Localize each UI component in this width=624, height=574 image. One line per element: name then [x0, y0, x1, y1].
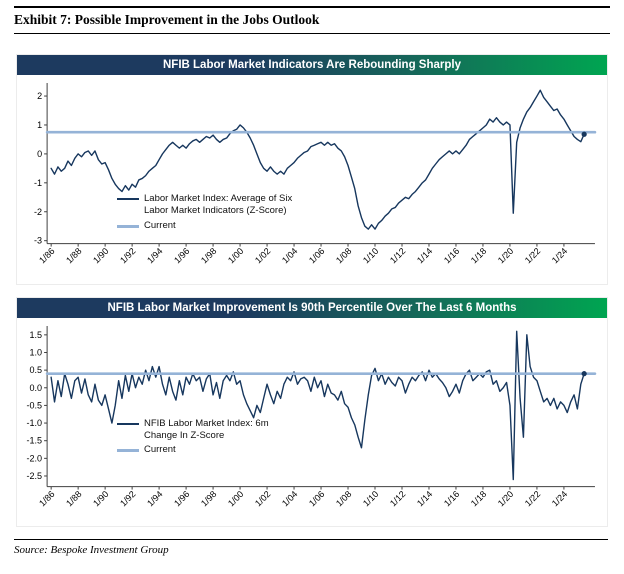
svg-text:1/90: 1/90 — [91, 489, 110, 508]
svg-text:1/96: 1/96 — [172, 489, 191, 508]
svg-text:-1.5: -1.5 — [27, 435, 43, 445]
svg-text:1/24: 1/24 — [550, 489, 569, 508]
source-note: Source: Bespoke Investment Group — [14, 539, 608, 556]
svg-text:1/16: 1/16 — [442, 246, 461, 265]
svg-text:1/94: 1/94 — [145, 489, 164, 508]
bottom-chart-title-bar: NFIB Labor Market Improvement Is 90th Pe… — [17, 297, 607, 318]
top-chart-title: NFIB Labor Market Indicators Are Rebound… — [163, 59, 461, 71]
bottom-chart: NFIB Labor Market Improvement Is 90th Pe… — [16, 296, 608, 528]
svg-text:1/02: 1/02 — [253, 246, 272, 265]
bottom-chart-plot: -2.5 -2.0 -1.5 -1.0 -0.5 0.0 0.5 1.0 1.5 1/86 1/88… — [17, 318, 607, 527]
svg-text:1/14: 1/14 — [415, 489, 434, 508]
svg-text:2: 2 — [37, 91, 42, 101]
svg-text:1/92: 1/92 — [118, 489, 137, 508]
svg-text:-3: -3 — [34, 236, 42, 246]
series-line-swatch — [117, 422, 139, 425]
legend-item-current: Current — [117, 220, 302, 232]
series-line-swatch — [117, 198, 139, 200]
svg-text:0.0: 0.0 — [30, 382, 43, 392]
bottom-chart-legend: NFIB Labor Market Index: 6m Change In Z-… — [117, 418, 302, 457]
svg-text:-1.0: -1.0 — [27, 418, 43, 428]
svg-text:1/98: 1/98 — [199, 246, 218, 265]
svg-text:0.5: 0.5 — [30, 365, 43, 375]
bottom-chart-svg: -2.5 -2.0 -1.5 -1.0 -0.5 0.0 0.5 1.0 1.5 1/86 1/88… — [27, 325, 597, 508]
svg-text:1.5: 1.5 — [30, 330, 43, 340]
series-legend-label: Labor Market Index: Average of Six Labor… — [144, 193, 293, 216]
top-chart-title-bar: NFIB Labor Market Indicators Are Rebound… — [17, 55, 607, 75]
svg-text:1/00: 1/00 — [226, 489, 245, 508]
bottom-chart-title: NFIB Labor Market Improvement Is 90th Pe… — [107, 301, 517, 314]
svg-text:1/10: 1/10 — [361, 489, 380, 508]
svg-text:1/22: 1/22 — [523, 489, 542, 508]
svg-text:1/98: 1/98 — [199, 489, 218, 508]
svg-text:1/10: 1/10 — [361, 246, 380, 265]
svg-text:1/06: 1/06 — [307, 489, 326, 508]
svg-text:1/18: 1/18 — [469, 246, 488, 265]
top-chart-legend: Labor Market Index: Average of Six Labor… — [117, 193, 302, 232]
svg-text:1/86: 1/86 — [37, 489, 56, 508]
svg-text:1/02: 1/02 — [253, 489, 272, 508]
svg-text:-2: -2 — [34, 207, 42, 217]
svg-text:1/88: 1/88 — [64, 489, 83, 508]
svg-text:1/86: 1/86 — [37, 246, 56, 265]
svg-text:-2.0: -2.0 — [27, 453, 43, 463]
top-chart-plot: -3 -2 -1 0 1 2 1/86 1/88 1/90 1/92 1/94 1/96 1/98 1/0… — [17, 75, 607, 284]
svg-text:1/20: 1/20 — [496, 246, 515, 265]
svg-text:0: 0 — [37, 149, 42, 159]
current-legend-label: Current — [144, 219, 176, 231]
top-chart-svg: -3 -2 -1 0 1 2 1/86 1/88 1/90 1/92 1/94 1/96 1/98 1/0… — [34, 83, 597, 265]
svg-text:1/08: 1/08 — [334, 246, 353, 265]
exhibit-title: Exhibit 7: Possible Improvement in the J… — [14, 12, 320, 27]
svg-text:1/16: 1/16 — [442, 489, 461, 508]
exhibit-header: Exhibit 7: Possible Improvement in the J… — [14, 6, 610, 34]
svg-text:1/88: 1/88 — [64, 246, 83, 265]
svg-text:-2.5: -2.5 — [27, 471, 43, 481]
series-legend-label: NFIB Labor Market Index: 6m Change In Z-… — [144, 417, 269, 441]
svg-text:1: 1 — [37, 120, 42, 130]
svg-text:1/04: 1/04 — [280, 489, 299, 508]
svg-text:1/90: 1/90 — [91, 246, 110, 265]
svg-text:-0.5: -0.5 — [27, 400, 43, 410]
svg-text:1/06: 1/06 — [307, 246, 326, 265]
current-line-swatch — [117, 224, 139, 228]
svg-text:1/24: 1/24 — [550, 246, 569, 265]
svg-text:1/96: 1/96 — [172, 246, 191, 265]
svg-text:1/14: 1/14 — [415, 246, 434, 265]
current-line-swatch — [117, 449, 139, 453]
svg-text:-1: -1 — [34, 178, 42, 188]
legend-item-series: Labor Market Index: Average of Six Labor… — [117, 193, 302, 217]
svg-text:1/20: 1/20 — [496, 489, 515, 508]
svg-text:1/04: 1/04 — [280, 246, 299, 265]
current-legend-label: Current — [144, 444, 176, 456]
svg-text:1.0: 1.0 — [30, 347, 43, 357]
svg-text:1/12: 1/12 — [388, 489, 407, 508]
legend-item-series: NFIB Labor Market Index: 6m Change In Z-… — [117, 418, 302, 442]
svg-text:1/12: 1/12 — [388, 246, 407, 265]
svg-text:1/22: 1/22 — [523, 246, 542, 265]
svg-text:1/92: 1/92 — [118, 246, 137, 265]
svg-text:1/08: 1/08 — [334, 489, 353, 508]
svg-text:1/94: 1/94 — [145, 246, 164, 265]
svg-text:1/18: 1/18 — [469, 489, 488, 508]
svg-text:1/00: 1/00 — [226, 246, 245, 265]
top-chart: NFIB Labor Market Indicators Are Rebound… — [16, 54, 608, 285]
legend-item-current: Current — [117, 444, 302, 456]
